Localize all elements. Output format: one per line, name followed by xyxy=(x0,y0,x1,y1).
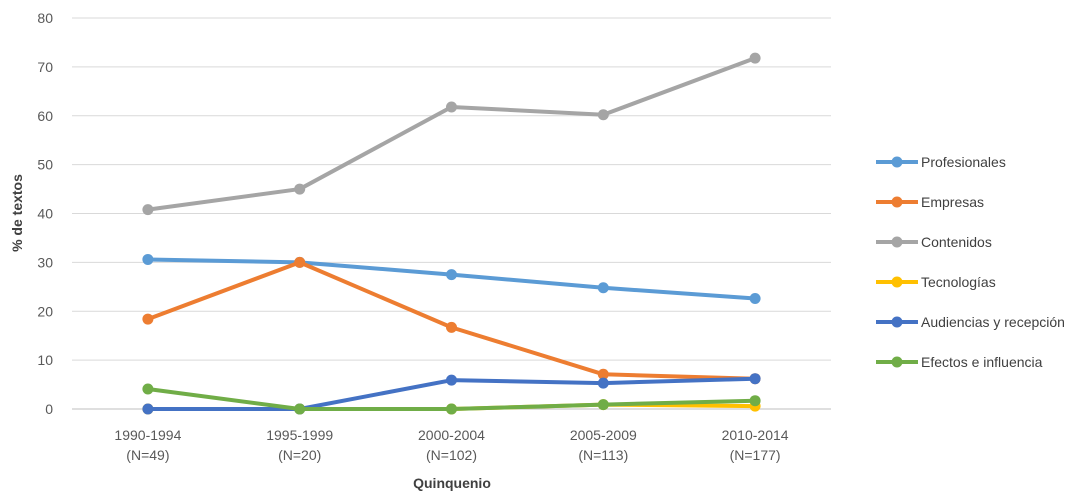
series-contenidos xyxy=(142,52,761,216)
y-axis-title: % de textos xyxy=(9,174,25,252)
y-tick-label: 80 xyxy=(37,10,53,26)
data-point xyxy=(446,101,457,113)
legend-label: Audiencias y recepción xyxy=(921,314,1065,330)
legend-item: Audiencias y recepción xyxy=(876,314,1065,330)
x-tick-label: (N=49) xyxy=(126,447,169,463)
data-point xyxy=(749,293,761,305)
legend-label: Empresas xyxy=(921,194,984,210)
series-lines xyxy=(142,52,761,415)
data-point xyxy=(294,403,306,415)
data-point xyxy=(597,399,609,411)
data-point xyxy=(294,256,306,268)
legend-item: Empresas xyxy=(876,194,984,210)
data-point xyxy=(749,52,761,64)
legend-item: Profesionales xyxy=(876,154,1006,170)
data-point xyxy=(142,403,154,415)
legend-label: Efectos e influencia xyxy=(921,354,1043,370)
data-point xyxy=(597,377,609,389)
legend-swatch-marker xyxy=(891,316,903,328)
x-tick-label: (N=102) xyxy=(426,447,477,463)
legend-label: Profesionales xyxy=(921,154,1006,170)
data-point xyxy=(597,109,609,121)
series-profesionales xyxy=(142,253,761,305)
data-point xyxy=(142,313,154,325)
x-tick-label: (N=20) xyxy=(278,447,321,463)
y-tick-label: 50 xyxy=(37,157,53,173)
legend-swatch-marker xyxy=(891,196,903,208)
data-point xyxy=(142,253,154,265)
x-tick-label: 2000-2004 xyxy=(418,427,485,443)
legend-label: Tecnologías xyxy=(921,274,996,290)
data-point xyxy=(597,368,609,380)
x-axis-ticks: 1990-1994 (N=49) 1995-1999 (N=20) 2000-2004 (… xyxy=(114,427,788,463)
legend-label: Contenidos xyxy=(921,234,992,250)
legend-swatch-marker xyxy=(891,236,903,248)
y-tick-label: 0 xyxy=(45,401,53,417)
data-point xyxy=(446,269,457,281)
gridlines xyxy=(72,17,831,410)
y-tick-label: 70 xyxy=(37,59,53,75)
data-point xyxy=(749,373,761,385)
data-point xyxy=(597,282,609,294)
x-tick-label: (N=113) xyxy=(578,447,628,463)
legend: Profesionales Empresas Contenidos Tecnologí… xyxy=(876,154,1065,370)
y-axis-ticks: 0 10 20 30 40 50 60 70 80 xyxy=(37,10,53,417)
data-point xyxy=(749,395,761,407)
y-tick-label: 30 xyxy=(37,254,53,270)
x-axis-title: Quinquenio xyxy=(413,475,491,491)
series-efectos-e-influencia xyxy=(142,383,761,415)
x-tick-label: 2005-2009 xyxy=(570,427,637,443)
x-tick-label: 1990-1994 xyxy=(114,427,181,443)
y-tick-label: 40 xyxy=(37,206,53,222)
data-point xyxy=(294,183,306,195)
y-tick-label: 60 xyxy=(37,108,53,124)
y-tick-label: 20 xyxy=(37,303,53,319)
legend-item: Tecnologías xyxy=(876,274,996,290)
x-tick-label: (N=177) xyxy=(730,447,781,463)
legend-swatch-marker xyxy=(891,276,903,288)
y-tick-label: 10 xyxy=(37,352,53,368)
x-tick-label: 2010-2014 xyxy=(722,427,789,443)
legend-item: Contenidos xyxy=(876,234,992,250)
data-point xyxy=(142,383,154,395)
legend-swatch-marker xyxy=(891,156,903,168)
legend-item: Efectos e influencia xyxy=(876,354,1043,370)
data-point xyxy=(446,403,457,415)
x-tick-label: 1995-1999 xyxy=(266,427,333,443)
series-line xyxy=(145,56,758,212)
data-point xyxy=(446,374,457,386)
data-point xyxy=(446,321,457,333)
data-point xyxy=(142,204,154,216)
legend-swatch-marker xyxy=(891,356,903,368)
